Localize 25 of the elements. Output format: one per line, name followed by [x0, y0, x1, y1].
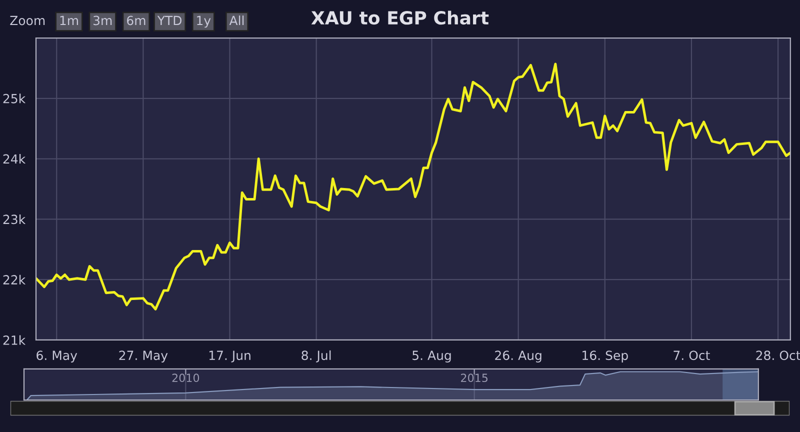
line-series	[36, 62, 790, 310]
text: YTD	[157, 16, 182, 26]
x-tick-label: 6. May	[36, 350, 78, 362]
y-tick-label: 21k	[3, 335, 26, 345]
x-tick-label: 7. Oct	[674, 350, 710, 360]
x-tick-label: 2015	[461, 374, 488, 382]
x-tick-label: 17. Jun	[209, 350, 250, 362]
x-tick-label: 26. Aug	[495, 350, 542, 362]
text: Zoom	[10, 16, 45, 26]
y-tick-label: 24k	[3, 154, 26, 164]
y-tick-label: 25k	[3, 94, 26, 104]
x-tick-label: 27. May	[119, 350, 168, 362]
x-tick-label: 16. Sep	[582, 350, 628, 362]
x-tick-label: 5. Aug	[412, 350, 451, 362]
chart-title: XAU to EGP Chart	[311, 10, 489, 25]
text: 6m	[127, 16, 146, 26]
text: 3m	[93, 16, 112, 26]
text: 1m	[60, 16, 78, 26]
y-tick-label: 22k	[3, 274, 26, 284]
x-tick-label: 28. Oct	[756, 350, 800, 360]
text: All	[229, 16, 244, 26]
text: 1y	[197, 16, 211, 28]
y-tick-label: 23k	[3, 214, 26, 224]
x-tick-label: 2010	[172, 374, 200, 382]
x-tick-label: 8. Jul	[302, 350, 331, 362]
